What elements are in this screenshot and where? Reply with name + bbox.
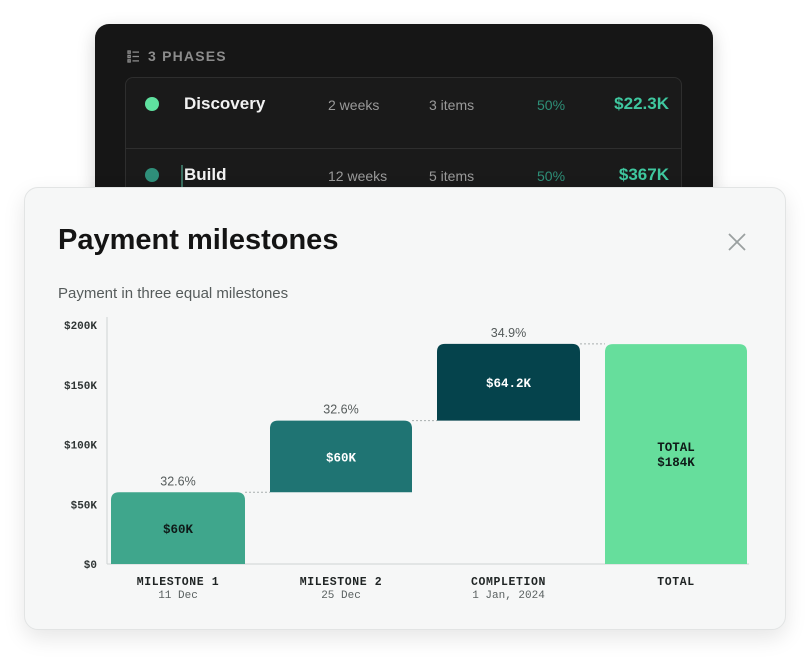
- milestones-waterfall-chart: $0 $50K $100K $150K $200K $60K 32.6% MILESTONE …: [64, 317, 749, 602]
- phase-status-dot: [145, 168, 159, 182]
- bar: [111, 492, 245, 564]
- x-category-label: MILESTONE 1: [137, 576, 220, 589]
- modal-title: Payment milestones: [58, 224, 339, 256]
- phase-status-dot: [145, 97, 159, 111]
- list-icon: [127, 49, 139, 63]
- close-button[interactable]: [725, 230, 749, 254]
- phase-duration: 2 weeks: [328, 97, 380, 113]
- x-category-date: 11 Dec: [158, 590, 198, 602]
- x-category-label: COMPLETION: [471, 576, 546, 589]
- bar-value-label: $184K: [657, 456, 695, 470]
- bar-percent-label: 34.9%: [491, 326, 526, 340]
- x-category-date: 25 Dec: [321, 590, 361, 602]
- bar: [270, 420, 412, 493]
- bar-value-label: $60K: [326, 451, 357, 465]
- phase-percent: 50%: [537, 97, 566, 113]
- y-tick-label: $200K: [64, 321, 97, 333]
- x-category-date: 1 Jan, 2024: [472, 590, 545, 602]
- y-tick-label: $50K: [71, 500, 98, 512]
- bar-percent-label: 32.6%: [160, 474, 195, 488]
- phase-amount: $367K: [618, 165, 669, 184]
- y-tick-label: $100K: [64, 441, 97, 453]
- x-category-label: MILESTONE 2: [300, 576, 383, 589]
- bar-value-label: $64.2K: [486, 377, 532, 391]
- bar-percent-label: 32.6%: [323, 403, 358, 417]
- close-icon: [728, 233, 746, 251]
- phases-heading: 3 PHASES: [148, 48, 227, 64]
- bar: [605, 344, 747, 564]
- phase-percent: 50%: [537, 168, 566, 184]
- bar-value-label: TOTAL: [657, 441, 695, 455]
- phase-duration: 12 weeks: [328, 168, 388, 184]
- phase-amount: $22.3K: [614, 94, 669, 113]
- phase-name: Discovery: [184, 94, 266, 113]
- phase-items: 5 items: [429, 168, 475, 184]
- payment-milestones-modal: Payment milestones Payment in three equa…: [24, 187, 786, 630]
- y-tick-label: $0: [84, 560, 97, 572]
- phases-header: 3 PHASES: [127, 48, 227, 64]
- x-category-label: TOTAL: [657, 576, 695, 589]
- y-tick-label: $150K: [64, 381, 97, 393]
- phase-items: 3 items: [429, 97, 475, 113]
- phase-connector: [181, 165, 183, 205]
- phase-row-build[interactable]: Build 12 weeks 5 items 50% $367K: [126, 148, 681, 218]
- bar: [437, 343, 580, 421]
- bar-value-label: $60K: [163, 523, 194, 537]
- phase-row-discovery[interactable]: Discovery 2 weeks 3 items 50% $22.3K: [126, 78, 681, 147]
- phase-name: Build: [184, 165, 227, 184]
- modal-subtitle: Payment in three equal milestones: [58, 285, 289, 302]
